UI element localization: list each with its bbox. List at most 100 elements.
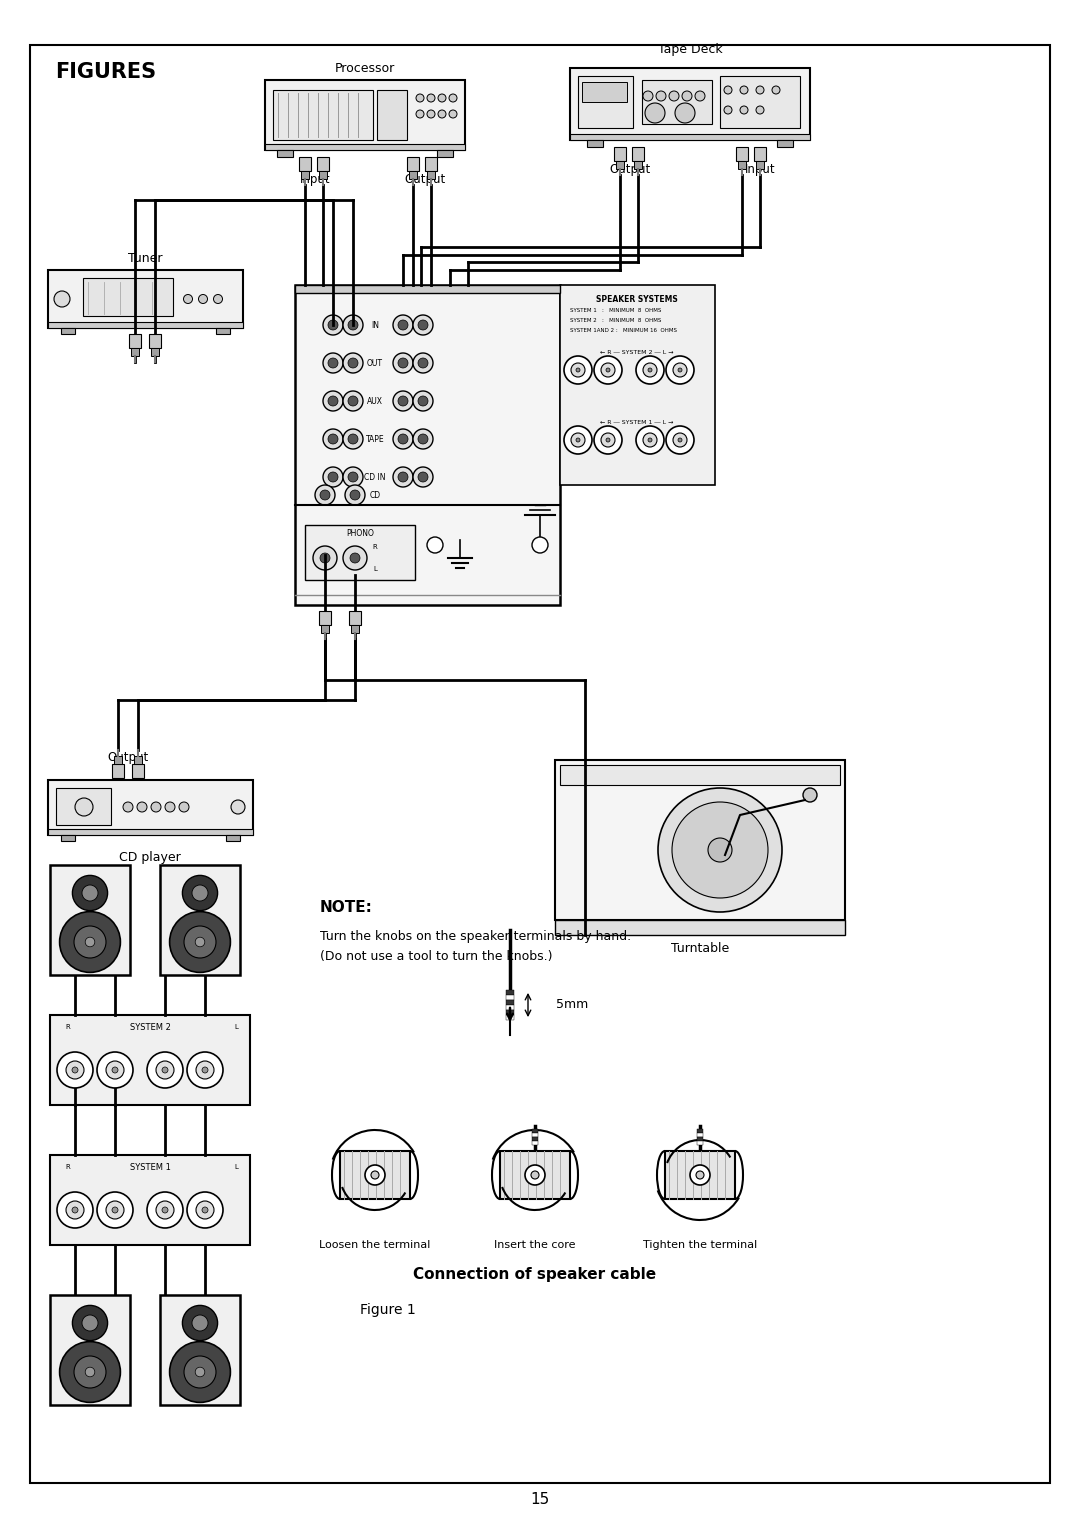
Bar	[50, 1296, 130, 1406]
Circle shape	[427, 110, 435, 118]
Text: SYSTEM 1: SYSTEM 1	[130, 1163, 171, 1172]
Circle shape	[75, 798, 93, 816]
Circle shape	[59, 912, 120, 972]
Circle shape	[690, 1164, 710, 1186]
Circle shape	[343, 429, 363, 449]
Circle shape	[345, 484, 365, 504]
Text: SYSTEM 2: SYSTEM 2	[130, 1022, 171, 1031]
Bar	[532, 1137, 538, 1141]
Bar	[276, 150, 293, 157]
Circle shape	[187, 1192, 222, 1229]
Circle shape	[328, 434, 338, 445]
Circle shape	[343, 391, 363, 411]
Bar	[48, 270, 243, 329]
Bar	[407, 157, 419, 171]
Circle shape	[696, 92, 705, 101]
Circle shape	[195, 937, 205, 947]
Bar	[582, 83, 627, 102]
Bar	[720, 76, 800, 128]
Bar	[265, 144, 465, 150]
Circle shape	[350, 490, 360, 500]
Bar	[532, 1132, 538, 1137]
Bar	[642, 79, 712, 124]
Bar	[60, 329, 75, 335]
Bar	[50, 1015, 249, 1105]
Circle shape	[449, 95, 457, 102]
Circle shape	[413, 391, 433, 411]
Circle shape	[438, 95, 446, 102]
Bar	[578, 76, 633, 128]
Circle shape	[594, 426, 622, 454]
Bar	[83, 278, 173, 316]
Circle shape	[72, 1067, 78, 1073]
Bar	[738, 160, 746, 170]
Circle shape	[156, 1201, 174, 1219]
Text: Processor: Processor	[335, 61, 395, 75]
Text: Output: Output	[609, 163, 650, 177]
Circle shape	[57, 1051, 93, 1088]
Text: Input: Input	[299, 174, 330, 186]
Circle shape	[192, 885, 208, 902]
Circle shape	[681, 92, 692, 101]
Circle shape	[673, 364, 687, 377]
Circle shape	[564, 426, 592, 454]
Circle shape	[137, 802, 147, 811]
Circle shape	[804, 788, 816, 802]
Circle shape	[348, 434, 357, 445]
Text: Tuner: Tuner	[127, 252, 162, 264]
Text: L: L	[234, 1024, 238, 1030]
Circle shape	[648, 439, 652, 442]
Circle shape	[666, 426, 694, 454]
Circle shape	[97, 1192, 133, 1229]
Circle shape	[151, 802, 161, 811]
Bar	[134, 756, 141, 764]
Circle shape	[643, 364, 657, 377]
Text: CD IN: CD IN	[364, 472, 386, 481]
Circle shape	[393, 468, 413, 487]
Bar	[129, 335, 141, 348]
Bar	[561, 286, 715, 484]
Circle shape	[343, 315, 363, 335]
Text: Insert the core: Insert the core	[495, 1241, 576, 1250]
Text: (Do not use a tool to turn the knobs.): (Do not use a tool to turn the knobs.)	[320, 950, 553, 963]
Circle shape	[636, 356, 664, 384]
Circle shape	[413, 468, 433, 487]
Circle shape	[525, 1164, 545, 1186]
Circle shape	[97, 1051, 133, 1088]
Bar	[48, 322, 243, 329]
Circle shape	[576, 439, 580, 442]
Circle shape	[195, 1368, 205, 1377]
Circle shape	[606, 439, 610, 442]
Circle shape	[59, 1342, 120, 1403]
Circle shape	[636, 426, 664, 454]
Circle shape	[123, 802, 133, 811]
Text: 15: 15	[530, 1493, 550, 1508]
Circle shape	[413, 315, 433, 335]
Circle shape	[418, 396, 428, 406]
Circle shape	[72, 1305, 108, 1340]
Bar	[697, 1132, 703, 1137]
Text: AUX: AUX	[367, 396, 383, 405]
Circle shape	[416, 110, 424, 118]
Circle shape	[195, 1201, 214, 1219]
Circle shape	[399, 319, 408, 330]
Circle shape	[323, 468, 343, 487]
Circle shape	[184, 926, 216, 958]
Circle shape	[532, 536, 548, 553]
Bar	[507, 995, 514, 999]
Bar	[616, 160, 624, 170]
Bar	[777, 141, 793, 147]
Bar	[349, 611, 361, 625]
Circle shape	[162, 1207, 168, 1213]
Bar	[500, 1151, 570, 1199]
Circle shape	[427, 95, 435, 102]
Circle shape	[147, 1192, 183, 1229]
Text: Connection of speaker cable: Connection of speaker cable	[414, 1268, 657, 1282]
Circle shape	[418, 319, 428, 330]
Circle shape	[66, 1060, 84, 1079]
Circle shape	[678, 439, 681, 442]
Circle shape	[323, 353, 343, 373]
Circle shape	[214, 295, 222, 304]
Circle shape	[320, 490, 330, 500]
Bar	[754, 147, 766, 160]
